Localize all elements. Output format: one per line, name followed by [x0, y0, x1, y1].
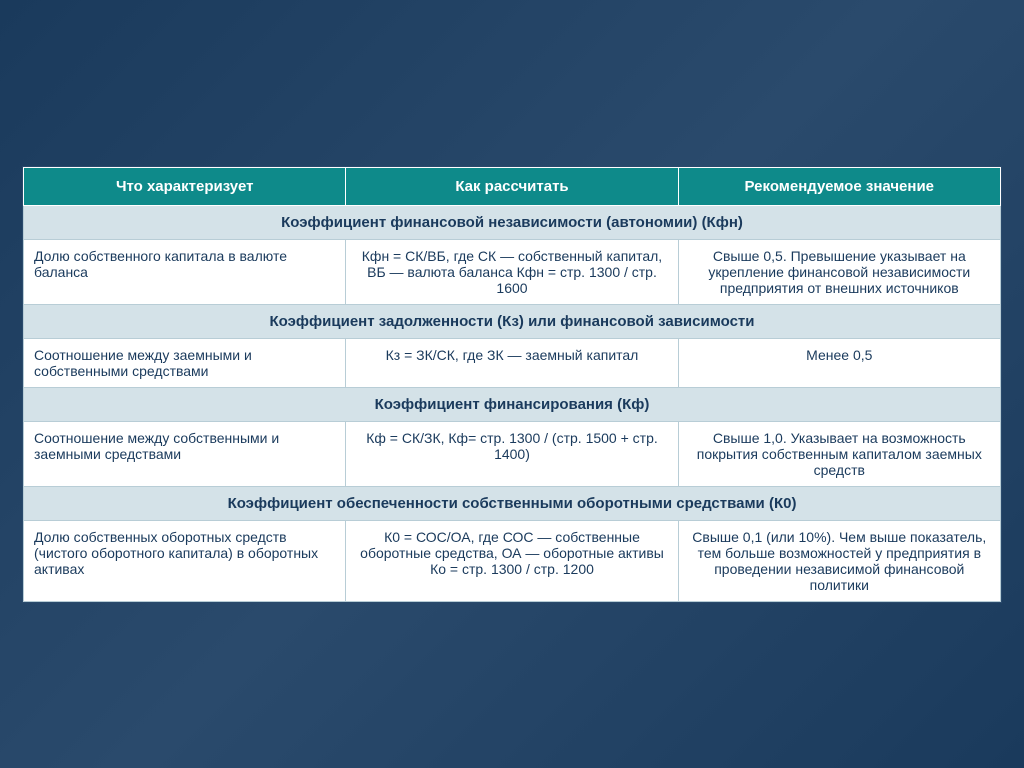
header-col3: Рекомендуемое значение [678, 167, 1000, 205]
cell-formula: Кф = СК/ЗК, Кф= стр. 1300 / (стр. 1500 +… [346, 421, 678, 486]
cell-recommended: Свыше 0,5. Превышение указывает на укреп… [678, 239, 1000, 304]
section-title: Коэффициент обеспеченности собственными … [24, 486, 1001, 520]
table-header-row: Что характеризует Как рассчитать Рекомен… [24, 167, 1001, 205]
cell-recommended: Менее 0,5 [678, 338, 1000, 387]
section-title: Коэффициент финансовой независимости (ав… [24, 205, 1001, 239]
cell-characterizes: Соотношение между заемными и собственным… [24, 338, 346, 387]
cell-characterizes: Долю собственного капитала в валюте бала… [24, 239, 346, 304]
financial-ratios-table: Что характеризует Как рассчитать Рекомен… [23, 167, 1001, 602]
section-title: Коэффициент финансирования (Кф) [24, 387, 1001, 421]
header-col1: Что характеризует [24, 167, 346, 205]
cell-characterizes: Соотношение между собственными и заемным… [24, 421, 346, 486]
table-row: Соотношение между собственными и заемным… [24, 421, 1001, 486]
cell-characterizes: Долю собственных оборотных средств (чист… [24, 520, 346, 601]
section-title: Коэффициент задолженности (Кз) или финан… [24, 304, 1001, 338]
header-col2: Как рассчитать [346, 167, 678, 205]
table-body: Коэффициент финансовой независимости (ав… [24, 205, 1001, 601]
cell-formula: Кз = ЗК/СК, где ЗК — заемный капитал [346, 338, 678, 387]
cell-recommended: Свыше 0,1 (или 10%). Чем выше показатель… [678, 520, 1000, 601]
cell-recommended: Свыше 1,0. Указывает на возможность покр… [678, 421, 1000, 486]
table-row: Долю собственных оборотных средств (чист… [24, 520, 1001, 601]
table-frame: Что характеризует Как рассчитать Рекомен… [22, 166, 1002, 603]
table-row: Долю собственного капитала в валюте бала… [24, 239, 1001, 304]
cell-formula: Кфн = СК/ВБ, где СК — собственный капита… [346, 239, 678, 304]
table-row: Соотношение между заемными и собственным… [24, 338, 1001, 387]
cell-formula: К0 = СОС/ОА, где СОС — собственные оборо… [346, 520, 678, 601]
